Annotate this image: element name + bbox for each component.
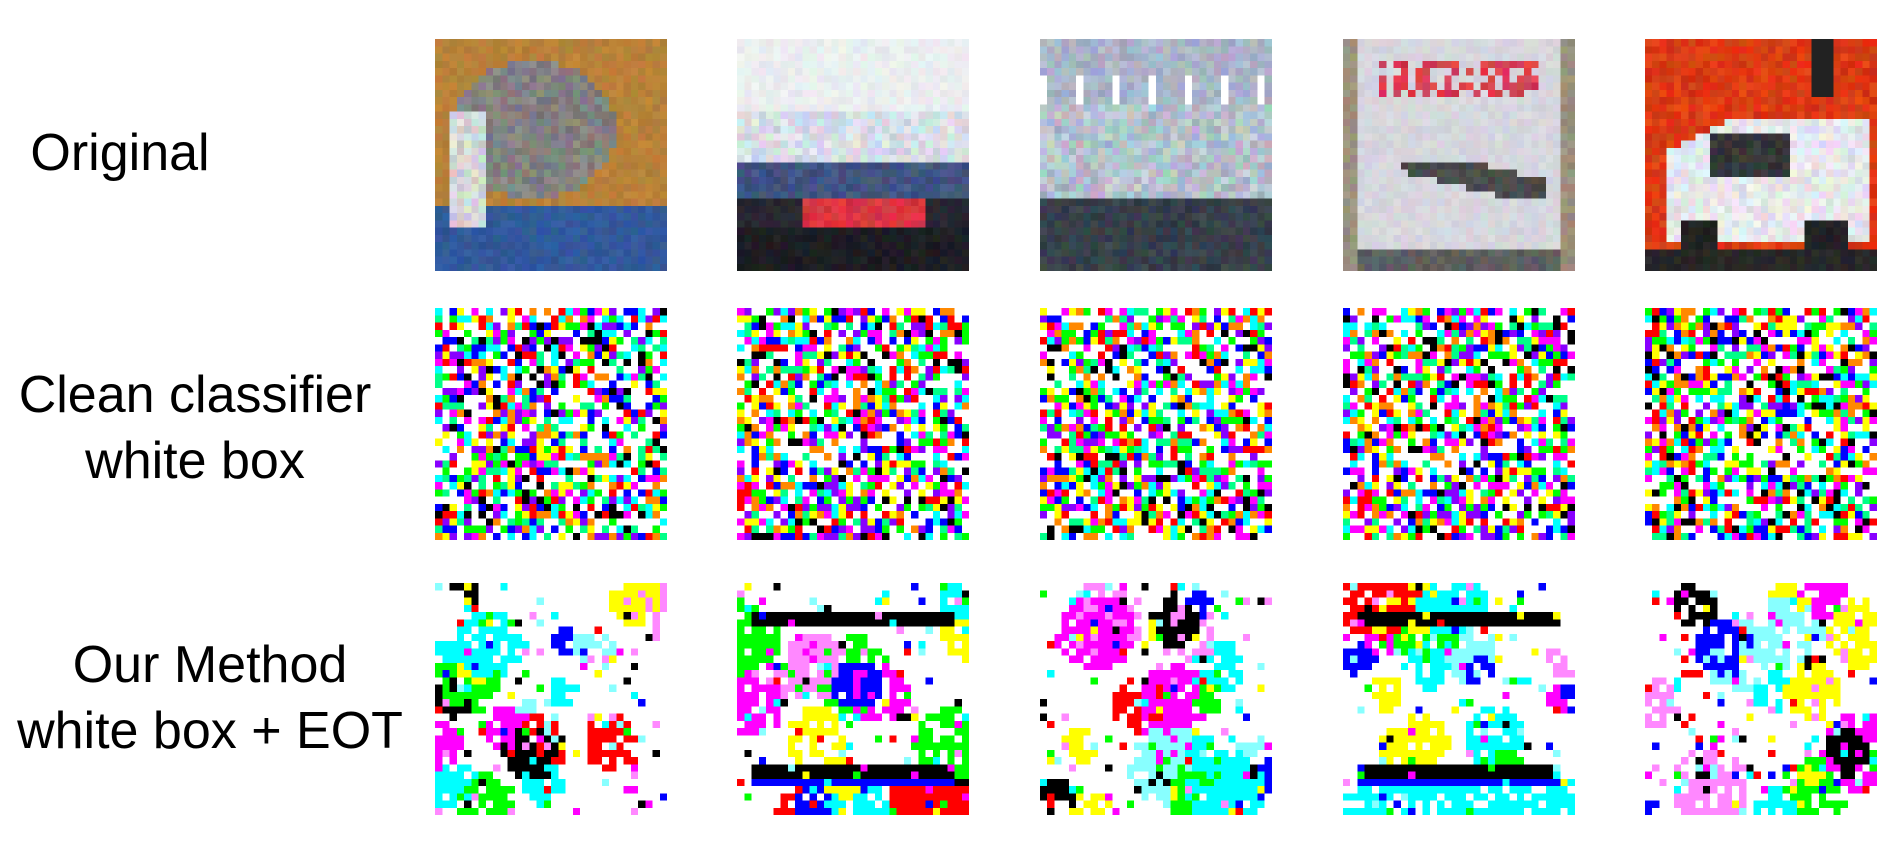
boat-perturbation-canvas — [1040, 583, 1272, 815]
image-noise — [1343, 308, 1575, 540]
airplane-perturbation-canvas — [1343, 583, 1575, 815]
airplane-poster-photo-canvas — [1343, 39, 1575, 271]
image-boat-perturbation — [1040, 583, 1272, 815]
image-airplane-perturbation — [1343, 583, 1575, 815]
row-label-original: Original — [30, 124, 210, 182]
image-ship-photo — [737, 39, 969, 271]
noise-canvas — [737, 308, 969, 540]
noise-canvas — [1645, 308, 1877, 540]
car-photo-canvas — [1645, 39, 1877, 271]
image-boat-photo — [1040, 39, 1272, 271]
image-ship-perturbation — [737, 583, 969, 815]
image-airplane-poster-photo — [1343, 39, 1575, 271]
noise-canvas — [1040, 308, 1272, 540]
car-perturbation-canvas — [1645, 583, 1877, 815]
row-label-our-method: Our Method white box + EOT — [17, 636, 403, 760]
boat-photo-canvas — [1040, 39, 1272, 271]
cat-photo-canvas — [435, 39, 667, 271]
ship-photo-canvas — [737, 39, 969, 271]
ship-perturbation-canvas — [737, 583, 969, 815]
noise-canvas — [435, 308, 667, 540]
image-noise — [737, 308, 969, 540]
image-cat-photo — [435, 39, 667, 271]
noise-canvas — [1343, 308, 1575, 540]
row-label-clean-classifier: Clean classifier white box — [18, 366, 372, 490]
image-car-perturbation — [1645, 583, 1877, 815]
image-noise — [1645, 308, 1877, 540]
image-noise — [1040, 308, 1272, 540]
cat-perturbation-canvas — [435, 583, 667, 815]
image-car-photo — [1645, 39, 1877, 271]
image-noise — [435, 308, 667, 540]
image-cat-perturbation — [435, 583, 667, 815]
